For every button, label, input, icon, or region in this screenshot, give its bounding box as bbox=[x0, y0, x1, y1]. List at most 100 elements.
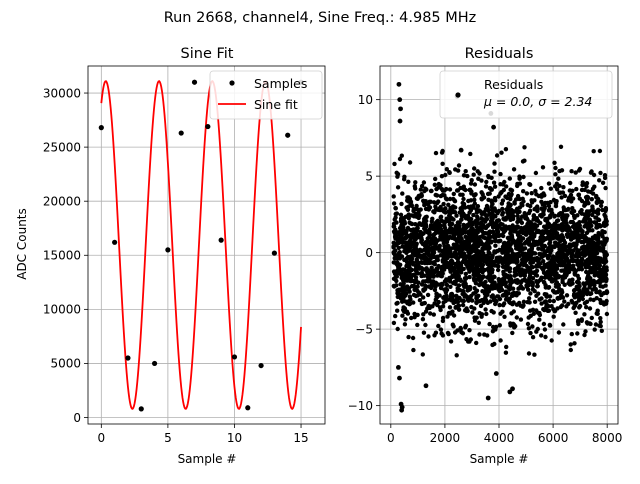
residual-point bbox=[505, 207, 511, 212]
residual-point bbox=[544, 294, 549, 299]
residual-point bbox=[407, 160, 413, 165]
residual-point bbox=[429, 219, 434, 224]
residual-point bbox=[483, 295, 488, 300]
residual-point bbox=[507, 176, 512, 181]
residual-point bbox=[581, 244, 587, 249]
residual-point bbox=[592, 327, 597, 332]
residual-point bbox=[555, 187, 560, 192]
residual-point bbox=[446, 243, 451, 249]
residual-point bbox=[542, 224, 547, 229]
residual-point bbox=[432, 287, 438, 293]
sine-fit-legend-box bbox=[209, 70, 323, 120]
residual-point bbox=[524, 229, 529, 234]
residual-point bbox=[411, 292, 417, 298]
sample-point bbox=[178, 130, 184, 136]
residual-point bbox=[392, 161, 397, 167]
residual-point bbox=[472, 267, 477, 272]
residual-point bbox=[524, 256, 530, 261]
residual-point bbox=[518, 234, 523, 239]
residual-point bbox=[560, 215, 565, 220]
residual-point bbox=[500, 222, 505, 227]
residual-point bbox=[436, 199, 441, 204]
residual-point bbox=[412, 207, 417, 212]
residual-point bbox=[468, 198, 474, 203]
residual-point bbox=[412, 315, 417, 320]
residual-point bbox=[514, 246, 519, 251]
sample-point bbox=[271, 250, 278, 256]
residual-point bbox=[477, 256, 483, 261]
residual-point bbox=[534, 268, 540, 273]
residual-point bbox=[436, 181, 441, 187]
residual-point bbox=[394, 220, 399, 225]
residual-point bbox=[442, 267, 447, 272]
residual-point bbox=[442, 243, 447, 249]
figure-suptitle: Run 2668, channel4, Sine Freq.: 4.985 MH… bbox=[164, 10, 477, 26]
residual-point bbox=[521, 272, 526, 278]
residual-point bbox=[456, 235, 461, 240]
residual-point bbox=[467, 328, 472, 333]
residual-point bbox=[467, 274, 472, 280]
residual-point bbox=[542, 262, 547, 267]
residual-point bbox=[512, 273, 517, 278]
residual-point bbox=[546, 208, 552, 213]
residual-point bbox=[597, 222, 602, 228]
residual-point bbox=[604, 222, 609, 227]
residual-point bbox=[501, 233, 506, 239]
residual-point bbox=[604, 290, 609, 296]
residuals-points-group bbox=[391, 81, 610, 413]
residual-point bbox=[391, 245, 396, 250]
residual-point bbox=[552, 160, 557, 165]
residual-point bbox=[581, 287, 586, 292]
residual-point bbox=[461, 173, 467, 178]
residual-point bbox=[570, 281, 575, 286]
residual-point bbox=[556, 295, 561, 301]
residual-point bbox=[420, 317, 426, 322]
residual-point bbox=[420, 241, 425, 247]
residual-point bbox=[509, 192, 514, 197]
residual-point bbox=[534, 257, 539, 263]
residual-point bbox=[492, 161, 497, 166]
residual-point bbox=[556, 330, 562, 335]
residual-point bbox=[467, 269, 472, 274]
residual-point bbox=[593, 262, 598, 267]
residual-point bbox=[556, 250, 561, 256]
residual-point bbox=[431, 233, 436, 238]
residual-point bbox=[549, 304, 554, 309]
residual-point bbox=[431, 279, 436, 284]
residual-point bbox=[428, 311, 433, 316]
residual-point bbox=[484, 179, 489, 185]
residual-point bbox=[393, 313, 398, 319]
residual-point bbox=[490, 329, 496, 334]
residual-point bbox=[524, 191, 530, 196]
residual-point bbox=[591, 247, 596, 252]
residual-point bbox=[502, 314, 507, 319]
residual-point bbox=[429, 188, 434, 194]
residual-point bbox=[460, 204, 466, 209]
residual-point bbox=[504, 293, 509, 299]
residual-point bbox=[458, 185, 463, 191]
residual-point bbox=[395, 185, 401, 190]
residual-point bbox=[541, 212, 546, 217]
sample-point bbox=[191, 79, 198, 85]
residual-point bbox=[576, 264, 582, 269]
residual-point bbox=[512, 266, 518, 272]
residual-point bbox=[394, 301, 399, 306]
residuals-panel: Residuals Sample # 0 2000 4000 6000 8000 −10 −… bbox=[348, 46, 623, 466]
residual-point bbox=[436, 263, 441, 269]
residual-point bbox=[441, 201, 446, 207]
residual-point bbox=[395, 256, 400, 261]
residual-point bbox=[533, 170, 539, 176]
residual-point bbox=[508, 211, 513, 217]
residual-point bbox=[598, 297, 603, 303]
residual-point bbox=[442, 287, 447, 292]
residual-point bbox=[547, 294, 553, 299]
residual-point bbox=[584, 305, 589, 310]
residual-point bbox=[463, 256, 468, 262]
residual-outlier-point bbox=[395, 364, 401, 370]
residual-point bbox=[580, 182, 585, 188]
residual-point bbox=[473, 290, 478, 295]
residual-point bbox=[588, 249, 593, 254]
residual-point bbox=[546, 181, 552, 186]
residual-point bbox=[411, 300, 416, 305]
residual-point bbox=[503, 260, 508, 265]
